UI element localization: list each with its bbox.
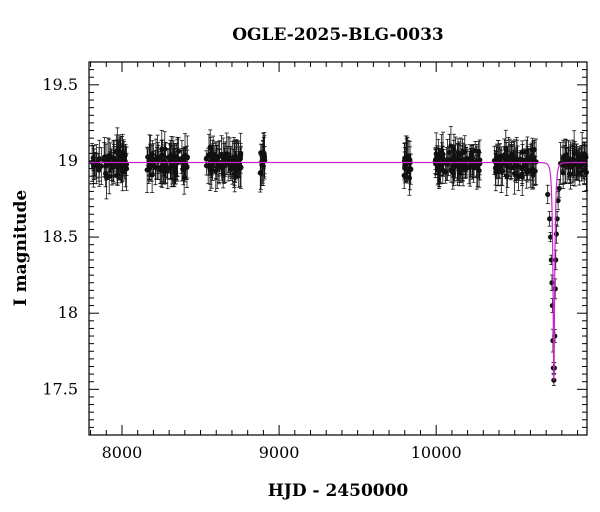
- data-point: [167, 144, 173, 174]
- data-point: [567, 150, 573, 184]
- data-point: [555, 190, 561, 211]
- data-point: [109, 149, 115, 186]
- data-point: [576, 160, 582, 186]
- data-point: [261, 135, 268, 180]
- y-tick-label: 17.5: [42, 379, 78, 398]
- y-tick-label: 18: [58, 303, 78, 322]
- data-point: [547, 211, 553, 227]
- data-point: [102, 159, 109, 188]
- data-point: [106, 138, 112, 173]
- data-point: [493, 153, 499, 192]
- data-point: [210, 135, 216, 172]
- data-point: [184, 155, 190, 180]
- data-point: [122, 143, 129, 188]
- data-point: [459, 138, 466, 167]
- model-curve: [89, 161, 587, 381]
- data-point: [556, 179, 562, 198]
- data-point: [233, 142, 239, 173]
- data-point: [553, 249, 559, 271]
- data-point: [436, 147, 442, 182]
- data-point: [514, 139, 520, 180]
- x-axis-label: HJD - 2450000: [268, 481, 409, 501]
- data-point: [547, 232, 554, 243]
- data-point: [519, 162, 525, 186]
- y-tick-label: 19.5: [42, 75, 78, 94]
- data-point: [504, 156, 510, 196]
- data-point: [553, 224, 559, 244]
- y-tick-labels: 17.5 18 18.5 19 19.5: [42, 75, 78, 398]
- tick-marks: [89, 61, 587, 435]
- data-point: [495, 147, 501, 174]
- data-point: [433, 132, 439, 176]
- data-point: [463, 147, 469, 173]
- data-point: [207, 136, 214, 173]
- data-point: [172, 150, 178, 182]
- data-point: [405, 140, 411, 174]
- data-point: [168, 136, 174, 174]
- data-point: [528, 142, 535, 171]
- y-tick-label: 19: [58, 151, 78, 170]
- data-point: [165, 148, 171, 190]
- data-point: [227, 137, 233, 178]
- data-point: [448, 126, 454, 166]
- data-points: [89, 126, 589, 387]
- y-axis-label: I magnitude: [11, 190, 31, 307]
- data-point: [222, 147, 228, 183]
- data-point: [144, 146, 150, 193]
- data-point: [468, 151, 474, 168]
- data-point: [501, 146, 508, 164]
- data-point: [174, 136, 180, 182]
- data-point: [150, 150, 156, 167]
- data-point: [184, 135, 190, 179]
- data-point: [545, 184, 551, 205]
- data-point: [451, 145, 457, 175]
- x-tick-labels: 8000 9000 10000: [102, 443, 462, 462]
- data-point: [161, 144, 167, 185]
- data-point: [214, 145, 220, 189]
- data-point: [472, 141, 478, 161]
- plot-frame: [88, 61, 588, 436]
- data-point: [261, 136, 267, 170]
- x-tick-label: 9000: [259, 443, 300, 462]
- data-point: [237, 148, 243, 187]
- chart-title: OGLE-2025-BLG-0033: [232, 25, 444, 45]
- data-point: [476, 153, 482, 188]
- x-tick-label: 8000: [102, 443, 143, 462]
- y-tick-label: 18.5: [42, 227, 78, 246]
- data-point: [406, 160, 412, 196]
- x-tick-label: 10000: [411, 443, 462, 462]
- data-point: [401, 162, 407, 189]
